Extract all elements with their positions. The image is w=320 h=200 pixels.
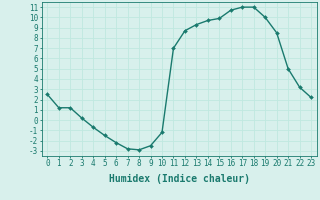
X-axis label: Humidex (Indice chaleur): Humidex (Indice chaleur) [109,174,250,184]
